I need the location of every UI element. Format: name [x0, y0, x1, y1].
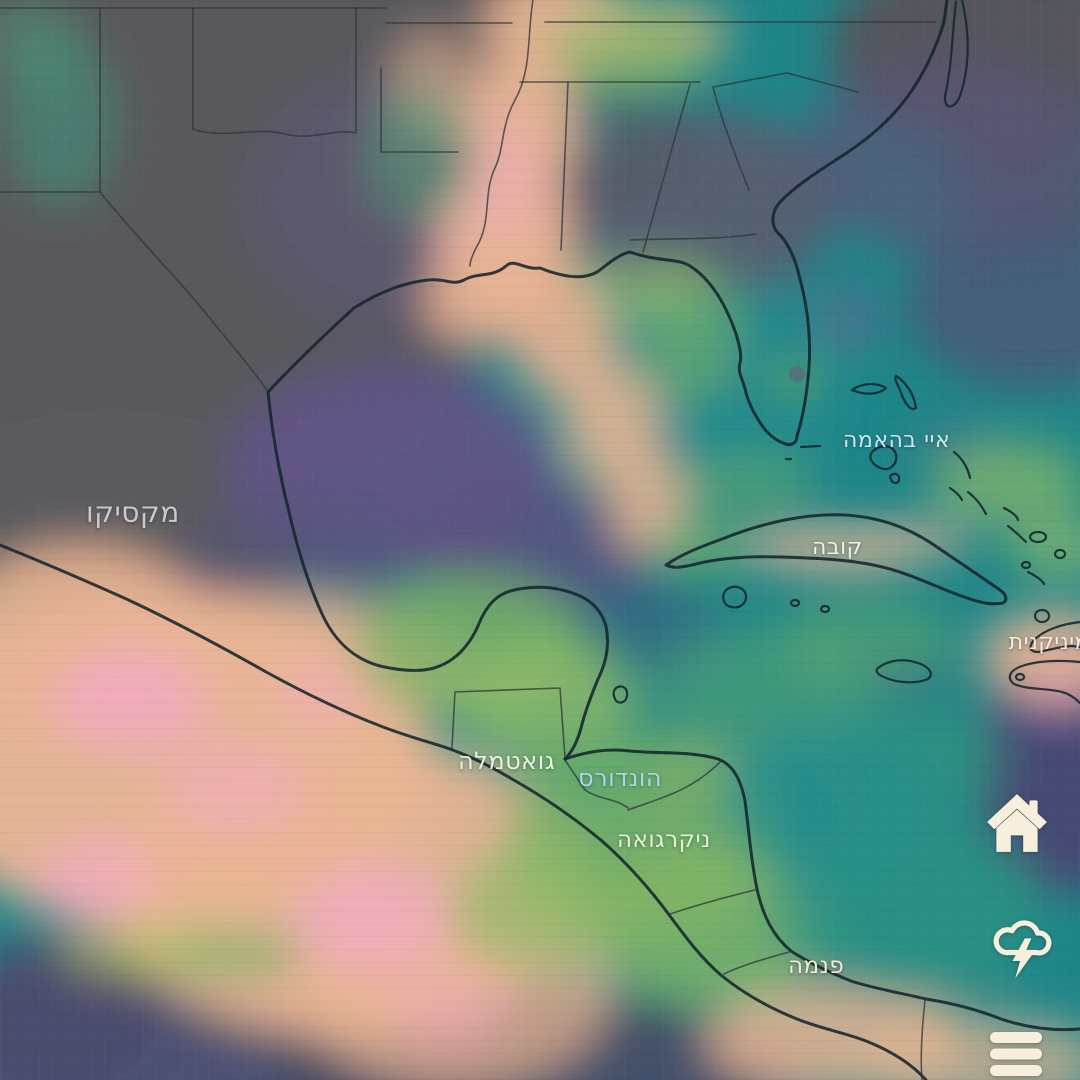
lake-okeechobee	[789, 366, 805, 382]
admin-borders	[0, 0, 937, 1080]
hamburger-menu-icon	[989, 1032, 1043, 1080]
map-label-mexico: מקסיקו	[86, 496, 180, 529]
map-label-honduras: הונדורס	[578, 764, 663, 792]
thunderstorm-layer-button[interactable]	[986, 908, 1056, 980]
map-label-panama: פנמה	[788, 953, 845, 979]
home-icon	[984, 794, 1050, 857]
home-button[interactable]	[984, 792, 1050, 854]
map-label-dominican-republic: מיניקנית	[1008, 630, 1080, 655]
map-label-nicaragua: ניקרגואה	[617, 827, 711, 853]
thunderstorm-icon	[986, 920, 1056, 983]
menu-button[interactable]	[989, 1031, 1043, 1077]
map-label-guatemala: גואטמלה	[458, 747, 556, 775]
map-label-cuba: קובה	[812, 535, 863, 560]
map-label-bahamas: איי בהאמה	[843, 428, 951, 453]
